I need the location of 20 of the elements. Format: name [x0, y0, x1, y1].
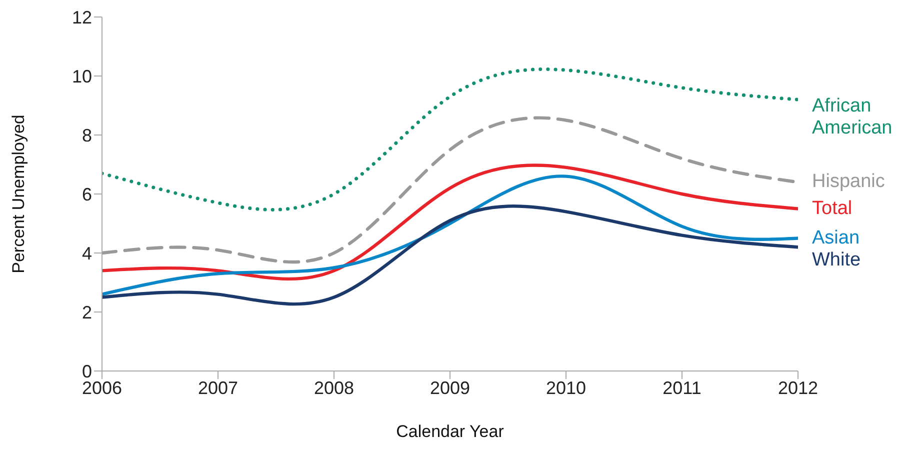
series-label: Asian — [812, 227, 860, 248]
x-axis-title: Calendar Year — [396, 422, 504, 441]
line-series — [102, 174, 798, 296]
x-tick-label: 2008 — [314, 378, 354, 398]
series-label: Total — [812, 198, 852, 219]
x-tick-label: 2009 — [430, 378, 470, 398]
y-axis-title: Percent Unemployed — [9, 114, 28, 274]
y-tick-label: 6 — [82, 184, 92, 204]
series-label: Hispanic — [812, 171, 885, 192]
x-tick-label: 2012 — [778, 378, 818, 398]
y-tick-label: 2 — [82, 302, 92, 322]
series-label: White — [812, 249, 861, 270]
y-tick-label: 12 — [72, 7, 92, 28]
y-tick-label: 10 — [72, 66, 92, 86]
x-tick-label: 2011 — [662, 378, 702, 398]
x-tick-label: 2010 — [546, 378, 586, 398]
x-tick-label: 2007 — [198, 378, 238, 398]
y-tick-label: 8 — [82, 125, 92, 146]
series-label: African American — [812, 96, 892, 139]
y-tick-label: 4 — [82, 243, 92, 264]
